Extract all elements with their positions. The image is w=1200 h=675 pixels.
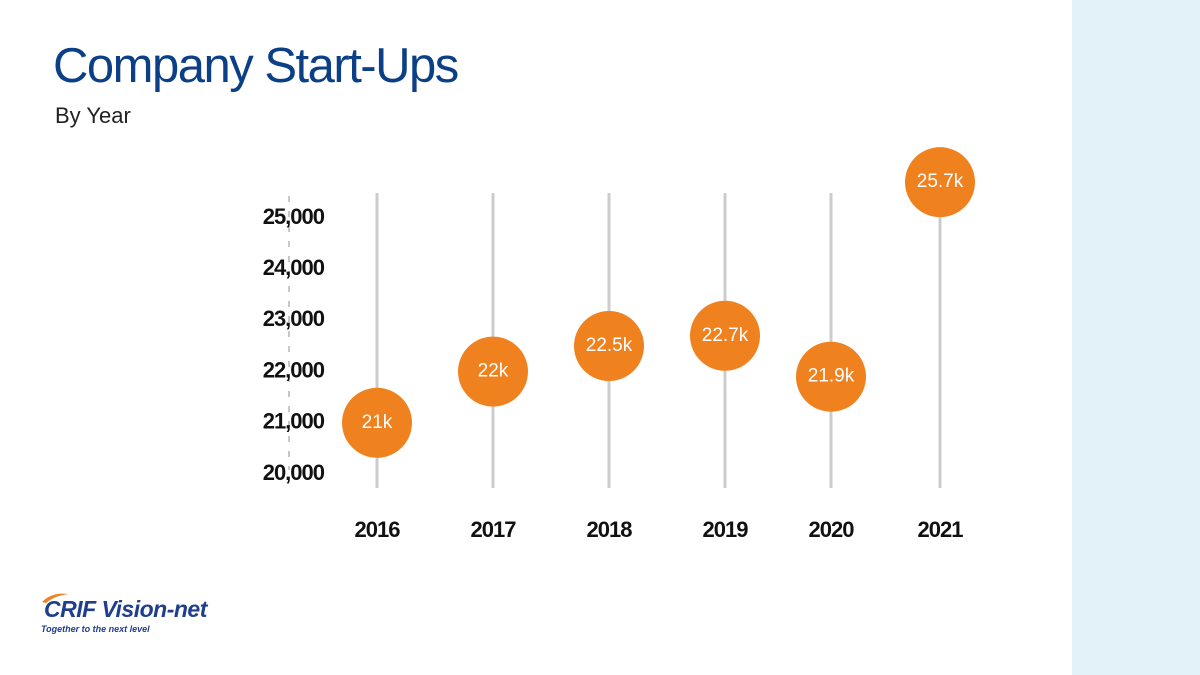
data-label: 25.7k <box>917 171 964 192</box>
x-tick-label: 2019 <box>703 517 749 542</box>
x-tick-label: 2018 <box>587 517 633 542</box>
stems <box>375 193 942 488</box>
logo-tagline: Together to the next level <box>41 624 150 634</box>
logo-text: CRIF Vision-net <box>44 596 207 622</box>
x-tick-label: 2020 <box>809 517 855 542</box>
data-label: 22k <box>478 361 509 382</box>
x-tick-label: 2017 <box>471 517 517 542</box>
x-tick-label: 2021 <box>918 517 964 542</box>
data-point-2020 <box>796 341 866 412</box>
company-logo: CRIF Vision-net Together to the next lev… <box>40 593 270 638</box>
x-tick-label: 2016 <box>355 517 401 542</box>
data-point-2016 <box>342 387 412 458</box>
y-tick-label: 20,000 <box>263 460 325 485</box>
logo-swoosh-icon <box>42 593 68 603</box>
data-label: 21.9k <box>808 366 855 387</box>
chart-title: Company Start-Ups <box>53 39 459 93</box>
data-point-2021 <box>905 147 975 218</box>
y-tick-label: 24,000 <box>263 255 325 280</box>
side-panel <box>1072 0 1200 675</box>
lollipop-chart: 20,000 21,000 22,000 23,000 24,000 25,000 201… <box>263 147 975 542</box>
data-label: 22.5k <box>586 335 633 356</box>
data-point-2019 <box>690 300 760 371</box>
y-tick-label: 21,000 <box>263 409 325 434</box>
y-axis: 20,000 21,000 22,000 23,000 24,000 25,000 <box>263 196 326 485</box>
x-axis-labels: 2016 2017 2018 2019 2020 2021 <box>355 517 965 542</box>
y-tick-label: 22,000 <box>263 357 325 382</box>
data-label: 21k <box>362 412 393 433</box>
y-tick-label: 23,000 <box>263 306 325 331</box>
data-points: 21k 22k 22.5k 22.7k 21.9k 25.7k <box>342 147 975 458</box>
chart-subtitle: By Year <box>55 103 131 128</box>
data-label: 22.7k <box>702 325 749 346</box>
data-point-2018 <box>574 311 644 381</box>
y-tick-label: 25,000 <box>263 204 325 229</box>
data-point-2017 <box>458 336 528 407</box>
